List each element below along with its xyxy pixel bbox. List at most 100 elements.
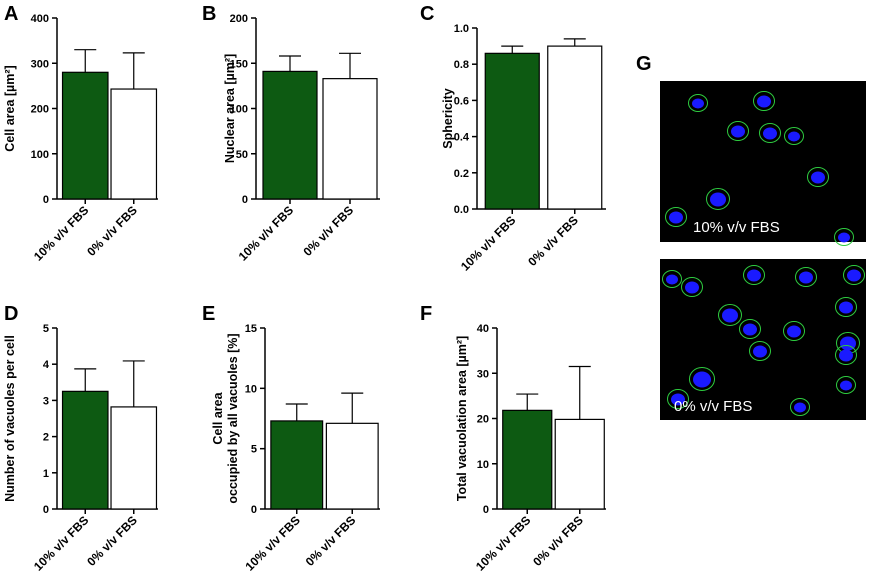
cell-outline	[759, 123, 781, 143]
category-label: 10% v/v FBS	[243, 513, 303, 573]
bar-fbs-10	[270, 420, 324, 510]
cell-nucleus	[693, 371, 711, 388]
category-label: 10% v/v FBS	[31, 203, 91, 263]
y-tick-label: 0	[43, 194, 49, 206]
panel-letter: G	[636, 53, 652, 75]
y-tick-label: 50	[236, 149, 248, 161]
cell-outline	[667, 389, 689, 409]
cell-nucleus	[839, 301, 853, 314]
y-tick-label: 1	[43, 468, 49, 480]
cell-nucleus	[794, 402, 806, 413]
cell-outline	[739, 319, 761, 339]
y-tick-label: 150	[230, 58, 248, 70]
chart-panel-c: C 0.0 0.2 0.4 0.6 0.8 1.0 10% v/v FBS 0% v/v FBS…	[420, 3, 606, 274]
y-tick-label: 2	[43, 432, 49, 444]
bar-fbs-10	[61, 71, 109, 200]
micrograph-background	[660, 81, 866, 242]
category-label: 0% v/v FBS	[530, 513, 586, 569]
micrograph-label: 10% v/v FBS	[693, 219, 780, 236]
y-tick-label: 0.4	[454, 132, 470, 144]
category-label: 10% v/v FBS	[236, 203, 296, 263]
y-tick-label: 10	[245, 383, 257, 395]
cell-outline	[753, 91, 775, 111]
cell-nucleus	[799, 271, 813, 284]
y-axis-title: Cell area	[211, 391, 225, 444]
cell-outline	[718, 304, 742, 326]
cell-outline	[795, 267, 817, 287]
cell-outline	[743, 265, 765, 285]
bar-fbs-0	[110, 406, 158, 510]
category-label: 10% v/v FBS	[458, 213, 518, 273]
cell-nucleus	[710, 192, 726, 207]
y-tick-label: 0.2	[454, 168, 469, 180]
cell-outline	[834, 228, 854, 246]
y-tick-label: 15	[245, 323, 257, 335]
y-tick-label: 30	[477, 368, 489, 380]
micrograph-fbs-10: 10% v/v FBS	[660, 81, 866, 246]
cell-nucleus	[839, 349, 853, 362]
y-tick-label: 100	[230, 104, 248, 116]
y-tick-label: 5	[251, 444, 257, 456]
y-tick-label: 5	[43, 323, 49, 335]
cell-nucleus	[787, 325, 801, 338]
y-tick-label: 400	[31, 13, 49, 25]
category-label: 0% v/v FBS	[525, 213, 581, 269]
panel-letter: B	[202, 3, 216, 25]
chart-panel-e: E 0 5 10 15 10% v/v FBS 0% v/v FBS Cell area occ…	[202, 303, 380, 574]
y-tick-label: 0.8	[454, 59, 469, 71]
y-axis-title: occupied by all vacuoles [%]	[226, 333, 240, 503]
cell-nucleus	[788, 131, 800, 142]
cell-nucleus	[753, 345, 767, 358]
y-axis-title: Cell area [µm²]	[3, 65, 17, 151]
cell-nucleus	[840, 380, 852, 391]
category-label: 0% v/v FBS	[84, 203, 140, 259]
panel-letter: E	[202, 303, 215, 325]
bar-fbs-0	[325, 422, 379, 510]
cell-outline	[835, 345, 857, 365]
cell-outline	[807, 167, 829, 187]
cell-outline	[783, 321, 805, 341]
y-tick-label: 1.0	[454, 23, 469, 35]
micrograph-panel-g: G 10% v/v FBS 0% v/v FBS	[636, 53, 866, 420]
cell-nucleus	[838, 232, 850, 243]
cell-nucleus	[731, 125, 745, 138]
cell-nucleus	[692, 98, 704, 109]
y-tick-label: 0.0	[454, 204, 469, 216]
category-label: 10% v/v FBS	[31, 513, 91, 573]
cell-nucleus	[671, 393, 685, 406]
y-tick-label: 0	[483, 504, 489, 516]
cell-outline	[790, 398, 810, 416]
cell-nucleus	[811, 171, 825, 184]
y-tick-label: 4	[43, 359, 50, 371]
y-tick-label: 0	[251, 504, 257, 516]
cell-outline	[681, 277, 703, 297]
cell-nucleus	[763, 127, 777, 140]
cell-outline	[727, 121, 749, 141]
y-axis-title: Nuclear area [µm²]	[223, 54, 237, 163]
bar-fbs-0	[554, 418, 605, 510]
micrograph-fbs-0: 0% v/v FBS	[660, 259, 866, 420]
cell-outline	[843, 265, 865, 285]
y-tick-label: 0	[242, 194, 248, 206]
y-axis-title: Total vacuolation area [µm²]	[455, 336, 469, 501]
cell-nucleus	[743, 323, 757, 336]
panel-letter: D	[4, 303, 18, 325]
bar-fbs-10	[502, 409, 553, 510]
cell-outline	[688, 94, 708, 112]
y-tick-label: 0.6	[454, 95, 469, 107]
bar-fbs-0	[110, 88, 158, 200]
y-tick-label: 200	[230, 13, 248, 25]
y-tick-label: 20	[477, 414, 489, 426]
y-tick-label: 300	[31, 58, 49, 70]
bar-fbs-0	[322, 78, 378, 200]
cell-nucleus	[669, 211, 683, 224]
bar-fbs-0	[547, 45, 603, 210]
y-axis-title: Number of vacuoles per cell	[3, 335, 17, 502]
y-tick-label: 10	[477, 459, 489, 471]
category-label: 0% v/v FBS	[303, 513, 359, 569]
cell-outline	[836, 376, 856, 394]
